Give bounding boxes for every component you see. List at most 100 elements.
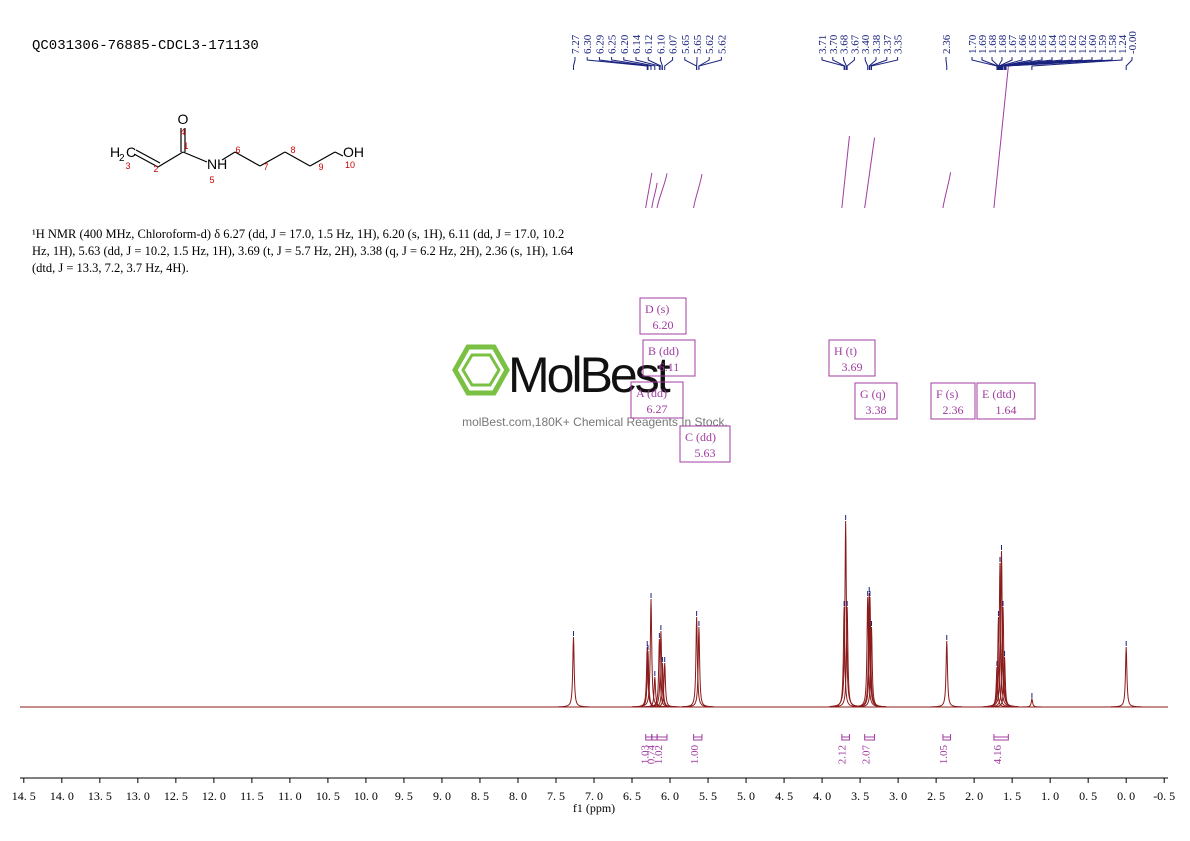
x-tick-label: 10. 0 [354, 789, 378, 803]
integral-curve [942, 172, 952, 209]
x-tick-label: 0. 0 [1117, 789, 1135, 803]
peak-label: 3.70 [828, 34, 840, 54]
integral-bracket [864, 734, 876, 741]
x-tick-label: 14. 5 [12, 789, 36, 803]
title: QC031306-76885-CDCL3-171130 [32, 38, 259, 54]
peak [649, 662, 680, 708]
atom-number: 6 [235, 145, 240, 155]
peak-label: 1.62 [1077, 35, 1089, 54]
multiplet-box [642, 339, 696, 377]
integral-curve [993, 66, 1009, 209]
peak-connector [998, 57, 1013, 70]
peak-label: 1.68 [997, 34, 1009, 54]
integral-label: 2.07 [861, 745, 873, 765]
x-tick-label: 8. 0 [509, 789, 527, 803]
multiplet-shift: 2.36 [943, 403, 964, 417]
peak-label: 5.62 [716, 35, 728, 54]
atom-label: OH [343, 144, 364, 160]
peak [558, 636, 589, 708]
peak-label: 1.69 [977, 34, 989, 54]
peak-label: 2.36 [941, 34, 953, 54]
molecule-bonds [133, 128, 344, 168]
integral-bracket [693, 734, 703, 741]
atom-number: 1 [183, 141, 188, 151]
integral-label: 4.16 [992, 745, 1004, 765]
peak-connector [1031, 57, 1123, 70]
multiplet-shift: 6.20 [653, 318, 674, 332]
peak [856, 626, 887, 708]
peak-connector [945, 57, 948, 70]
peak-label: 1.63 [1057, 34, 1069, 54]
integral-label: 1.02 [653, 745, 665, 764]
multiplet-name: A (dd) [636, 386, 667, 400]
peak-label: 1.60 [1087, 34, 1099, 54]
x-tick-label: 6. 5 [623, 789, 641, 803]
atom-number: 7 [263, 162, 268, 172]
x-tick-label: 13. 0 [126, 789, 150, 803]
integral-bracket [841, 734, 850, 741]
atom-number: 5 [209, 175, 214, 185]
peak-connector [843, 57, 847, 70]
peak-label: 1.67 [1007, 34, 1019, 54]
peak [1016, 697, 1048, 708]
x-tick-label: 9. 5 [395, 789, 413, 803]
multiplet-box [679, 425, 731, 463]
peak-label: 3.40 [860, 34, 872, 54]
x-tick-label: 11. 5 [240, 789, 264, 803]
multiplet-shift: 5.63 [695, 446, 716, 460]
peak-connector [684, 57, 698, 70]
x-tick-label: 6. 0 [661, 789, 679, 803]
multiplet-shift: 3.69 [842, 360, 863, 374]
x-tick-label: 5. 0 [737, 789, 755, 803]
peak-label: 6.14 [631, 34, 643, 54]
x-tick-label: 0. 5 [1079, 789, 1097, 803]
atom-number: 3 [125, 161, 130, 171]
atom-label: NH [207, 156, 227, 172]
peak-connector [647, 57, 662, 70]
peak-label: 1.65 [1037, 34, 1049, 54]
atom-label: 2 [119, 153, 125, 164]
peak [931, 640, 962, 708]
peak-label: 1.66 [1017, 34, 1029, 54]
x-tick-label: 3. 0 [889, 789, 907, 803]
peak-connector [821, 57, 845, 70]
atom-number: 8 [290, 145, 295, 155]
peak-connector [623, 57, 656, 70]
integral-bracket [993, 734, 1009, 741]
integral-label: 1.03 [640, 745, 652, 765]
peak-label: 6.10 [655, 34, 667, 54]
integral-label: 1.05 [938, 745, 950, 765]
x-tick-label: 7. 5 [547, 789, 565, 803]
peak-connector [659, 57, 663, 70]
multiplet-box [930, 382, 976, 420]
multiplet-shift: 6.27 [647, 402, 668, 416]
atom-number: 4 [180, 127, 185, 137]
peak-label: 1.59 [1097, 34, 1109, 54]
x-tick-label: 2. 0 [965, 789, 983, 803]
x-tick-label: 10. 5 [316, 789, 340, 803]
integral-label: 0.74 [645, 745, 657, 765]
peak-connector [586, 57, 648, 70]
x-tick-label: 3. 5 [851, 789, 869, 803]
peak-label: 5.65 [692, 34, 704, 54]
multiplet-name: G (q) [860, 387, 886, 401]
peak [989, 656, 1020, 708]
peak-label: 5.65 [680, 34, 692, 54]
x-tick-label: 4. 5 [775, 789, 793, 803]
watermark-logo: MolBest [508, 347, 671, 403]
peak-label: 3.67 [849, 34, 861, 54]
peak-connector [981, 57, 999, 70]
integral-label: 2.12 [837, 745, 849, 764]
x-tick-label: 2. 5 [927, 789, 945, 803]
peak-connector [869, 57, 888, 70]
peak-label: 3.37 [882, 34, 894, 54]
atom-label: O [178, 111, 189, 127]
peak-connector [572, 57, 576, 70]
peak-label: 6.20 [619, 34, 631, 54]
integral-curve [645, 172, 653, 209]
peak-connector [1125, 57, 1133, 70]
peak-label: 1.64 [1047, 34, 1059, 54]
multiplet-box [630, 381, 684, 419]
peak-connector [997, 57, 1003, 70]
